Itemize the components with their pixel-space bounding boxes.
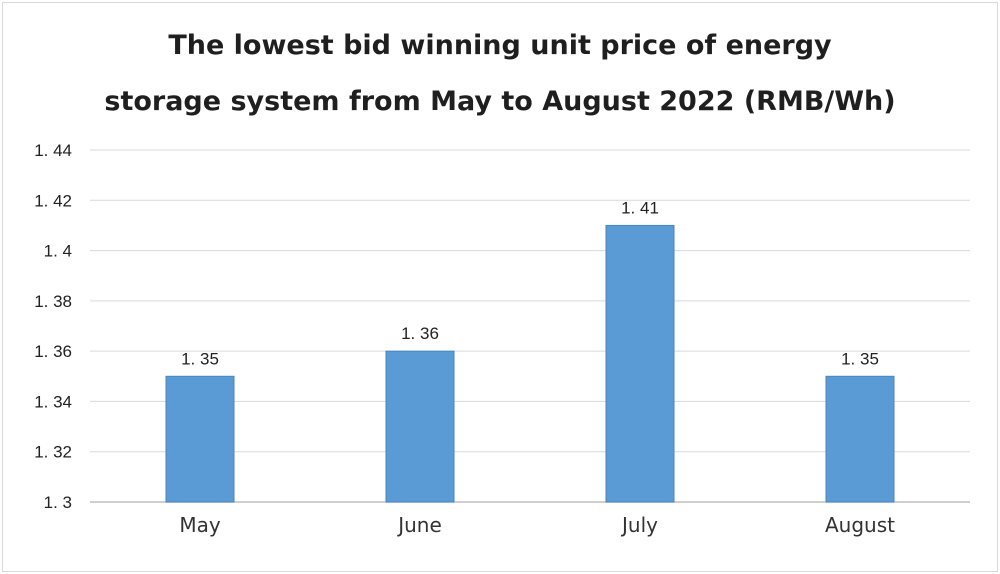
y-tick-label: 1. 3 xyxy=(44,493,72,512)
chart-title-line-1: The lowest bid winning unit price of ene… xyxy=(168,30,832,61)
gridlines xyxy=(90,149,970,503)
y-tick-label: 1. 38 xyxy=(34,292,72,311)
x-tick-label-june: June xyxy=(396,513,442,537)
y-tick-label: 1. 4 xyxy=(44,242,72,261)
y-tick-label: 1. 32 xyxy=(34,443,72,462)
x-axis-ticks: May June July August xyxy=(179,513,895,537)
x-tick-label-august: August xyxy=(825,513,895,537)
bar-july xyxy=(605,224,675,503)
bar-june xyxy=(385,350,455,503)
data-label-august: 1. 35 xyxy=(841,349,879,368)
bar-may xyxy=(165,375,235,503)
chart-title: The lowest bid winning unit price of ene… xyxy=(0,18,1000,130)
y-tick-label: 1. 42 xyxy=(34,191,72,210)
y-tick-label: 1. 44 xyxy=(34,141,72,160)
y-axis-ticks: 1. 3 1. 32 1. 34 1. 36 1. 38 1. 4 1. 42 1. 44 xyxy=(34,141,72,512)
bar-august xyxy=(825,375,895,503)
y-tick-label: 1. 36 xyxy=(34,342,72,361)
y-tick-label: 1. 34 xyxy=(34,392,72,411)
data-label-may: 1. 35 xyxy=(181,349,219,368)
x-tick-label-july: July xyxy=(620,513,658,537)
data-label-july: 1. 41 xyxy=(621,198,659,217)
chart-title-line-2: storage system from May to August 2022 (… xyxy=(104,86,896,117)
data-labels: 1. 35 1. 36 1. 41 1. 35 xyxy=(181,198,879,368)
data-label-june: 1. 36 xyxy=(401,324,439,343)
x-tick-label-may: May xyxy=(179,513,221,537)
bars xyxy=(165,224,895,503)
